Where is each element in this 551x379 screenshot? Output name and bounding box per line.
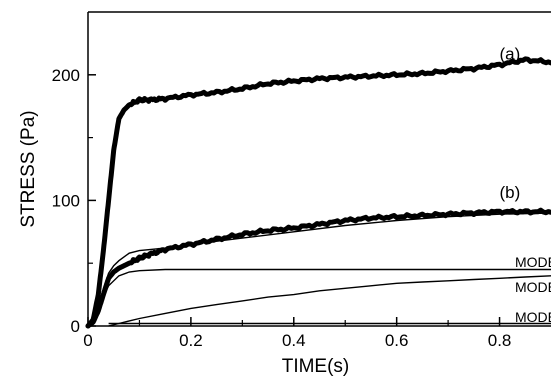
x-tick-label: 0.6 bbox=[385, 331, 409, 350]
annotation-label: (a) bbox=[499, 45, 520, 64]
x-tick-label: 0.2 bbox=[179, 331, 203, 350]
y-tick-label: 100 bbox=[52, 191, 80, 210]
y-axis-title: STRESS (Pa) bbox=[18, 110, 39, 227]
x-tick-label: 0.8 bbox=[488, 331, 512, 350]
series-1-line bbox=[85, 207, 551, 329]
annotation-label: MODE 2 bbox=[515, 279, 551, 295]
annotation-label: MODE 0 bbox=[515, 309, 551, 325]
series-3-line bbox=[87, 268, 551, 327]
series-2-line bbox=[87, 212, 551, 327]
x-axis-title: TIME(s) bbox=[282, 356, 350, 377]
annotation-label: (b) bbox=[499, 183, 520, 202]
x-tick-label: 0.4 bbox=[282, 331, 306, 350]
y-tick-label: 200 bbox=[52, 66, 80, 85]
y-tick-label: 0 bbox=[71, 317, 80, 336]
series-0-line bbox=[85, 56, 551, 329]
annotation-label: MODE 1 bbox=[515, 254, 551, 270]
series-4-line bbox=[108, 275, 551, 327]
x-tick-label: 0 bbox=[83, 331, 92, 350]
